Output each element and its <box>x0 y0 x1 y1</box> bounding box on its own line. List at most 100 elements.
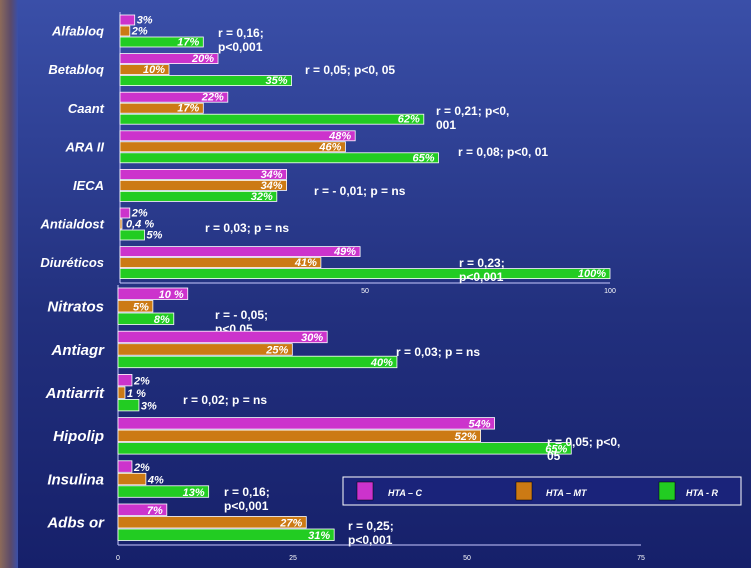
data-label: 65% <box>545 444 567 456</box>
data-label: 25% <box>265 345 288 357</box>
data-label: 2% <box>131 208 148 220</box>
bar-betabloq-hta-mt <box>119 64 170 75</box>
data-label: 1 % <box>127 388 146 400</box>
stat-annotation: p<0,001 <box>218 40 263 54</box>
stat-annotation: r = 0,16; <box>218 26 264 40</box>
data-label: 10 % <box>159 289 184 301</box>
data-label: 32% <box>251 191 273 203</box>
data-label: 13% <box>183 487 205 499</box>
data-label: 4% <box>147 474 164 486</box>
bar-betabloq-hta-r <box>119 75 292 86</box>
bar-alfabloq-hta-c <box>119 14 136 26</box>
stat-annotation: r = 0,25; <box>348 519 394 533</box>
stat-annotation: r = 0,08; p<0, 01 <box>458 145 548 159</box>
bar-caant-hta-mt <box>119 102 204 114</box>
bar-antiagr-hta-mt <box>117 343 293 356</box>
stat-annotation: r = 0,21; p<0, <box>436 104 509 118</box>
bar-alfabloq-hta-mt <box>119 25 131 37</box>
stat-annotation: r = 0,23; <box>459 256 505 270</box>
stat-annotation: r = 0,03; p = ns <box>205 221 289 235</box>
category-label-antiagr: Antiagr <box>51 342 106 359</box>
bar-antiagr-hta-c <box>117 330 328 344</box>
data-label: 2% <box>131 26 148 38</box>
stat-annotation: r = 0,05; p<0, <box>547 435 620 449</box>
x-tick-label: 75 <box>637 555 645 562</box>
category-label-ieca: IECA <box>73 178 104 193</box>
bar-diureticos-hta-c <box>119 246 361 258</box>
data-label: 40% <box>370 357 393 369</box>
data-label: 7% <box>147 505 163 517</box>
data-label: 100% <box>578 268 606 280</box>
bar-antiarrit-hta-r <box>117 398 140 412</box>
category-label-caant: Caant <box>68 101 105 116</box>
bar-insulina-hta-c <box>117 460 133 473</box>
legend-label-hta-c: HTA – C <box>388 488 423 498</box>
bar-nitratos-hta-mt <box>117 300 154 313</box>
stat-annotation: r = 0,03; p = ns <box>396 345 480 359</box>
data-label: 30% <box>301 332 323 344</box>
bar-ara-ii-hta-c <box>119 130 356 142</box>
data-label: 2% <box>133 375 150 387</box>
bar-diureticos-hta-mt <box>119 257 322 269</box>
category-label-antiarrit: Antiarrit <box>45 385 105 402</box>
bar-antialdost-hta-c <box>119 207 131 219</box>
bar-ieca-hta-mt <box>119 179 288 191</box>
bar-hipolip-hta-c <box>117 417 495 430</box>
bar-antialdost-hta-mt <box>119 218 123 230</box>
bar-ieca-hta-c <box>119 168 288 180</box>
category-label-antialdost: Antialdost <box>39 217 104 232</box>
bar-hipolip-hta-r <box>117 442 572 455</box>
data-label: 8% <box>154 314 170 326</box>
data-label: 52% <box>455 431 477 443</box>
bar-antialdost-hta-r <box>119 229 145 241</box>
bar-ieca-hta-r <box>119 190 278 202</box>
data-label: 49% <box>333 246 356 258</box>
bar-adbs-or-hta-c <box>117 503 168 516</box>
data-label: 3% <box>141 400 157 412</box>
data-label: 17% <box>177 37 199 49</box>
data-label: 5% <box>147 230 163 242</box>
bar-ara-ii-hta-r <box>119 152 439 164</box>
data-label: 22% <box>201 92 224 104</box>
data-label: 10% <box>143 64 165 76</box>
legend-swatch-hta-r <box>658 481 676 501</box>
bar-betabloq-hta-c <box>119 53 219 64</box>
x-tick-label: 100 <box>604 288 616 295</box>
stat-annotation: r = 0,16; <box>224 485 270 499</box>
bar-nitratos-hta-c <box>117 287 189 300</box>
legend: HTA – C HTA – MT HTA - R <box>342 476 742 506</box>
data-label: 62% <box>398 114 420 126</box>
stat-annotation: 05 <box>547 449 561 463</box>
category-label-betabloq: Betabloq <box>48 62 104 77</box>
data-label: 0,4 % <box>126 219 154 231</box>
category-label-insulina: Insulina <box>47 471 104 488</box>
stat-annotation: p<0,001 <box>224 499 269 513</box>
legend-label-hta-r: HTA - R <box>686 488 718 498</box>
bar-antiarrit-hta-mt <box>117 386 126 399</box>
data-label: 27% <box>279 518 302 530</box>
category-label-hipolip: Hipolip <box>53 428 104 445</box>
bar-caant-hta-c <box>119 91 229 103</box>
legend-swatch-hta-c <box>356 481 374 501</box>
bar-nitratos-hta-r <box>117 312 175 325</box>
bar-adbs-or-hta-r <box>117 528 335 541</box>
legend-swatch-hta-mt <box>515 481 533 501</box>
bar-ara-ii-hta-mt <box>119 141 346 153</box>
stat-annotation: p<0,001 <box>459 270 504 284</box>
x-tick-label: 0 <box>116 555 120 562</box>
stat-annotation: r = 0,02; p = ns <box>183 393 267 407</box>
category-label-diureticos: Diuréticos <box>40 255 104 270</box>
data-label: 46% <box>318 141 341 153</box>
legend-label-hta-mt: HTA – MT <box>546 488 588 498</box>
category-label-ara-ii: ARA II <box>64 139 104 154</box>
data-label: 35% <box>265 75 287 87</box>
bar-alfabloq-hta-r <box>119 36 204 48</box>
bar-antiagr-hta-r <box>117 355 398 369</box>
stat-annotation: r = - 0,05; <box>215 308 268 322</box>
x-tick-label: 25 <box>289 555 297 562</box>
left-decor-strip <box>0 0 18 568</box>
data-label: 3% <box>137 15 153 27</box>
stat-annotation: r = 0,05; p<0, 05 <box>305 63 395 77</box>
x-tick-label: 50 <box>463 555 471 562</box>
x-tick-label: 50 <box>361 288 369 295</box>
